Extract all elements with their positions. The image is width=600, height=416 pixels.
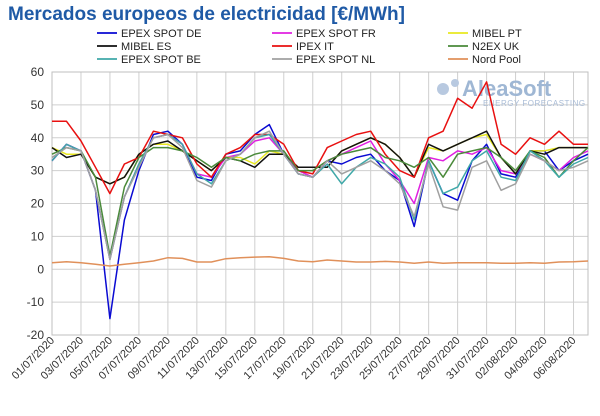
legend-label-epex-spot-de: EPEX SPOT DE xyxy=(121,28,202,40)
series-line-epex-spot-de xyxy=(51,123,589,320)
y-axis: -20 -10 0 10 20 30 40 50 60 xyxy=(27,65,45,342)
series-line-epex-spot-be xyxy=(51,133,589,261)
series-line-n2ex-uk xyxy=(51,146,589,257)
y-tick-label: 30 xyxy=(31,164,45,178)
series-line-ipex-it xyxy=(52,81,588,195)
legend-label-epex-spot-fr: EPEX SPOT FR xyxy=(296,28,376,40)
legend-label-epex-spot-be: EPEX SPOT BE xyxy=(121,54,201,66)
plot-area-border xyxy=(51,71,589,336)
y-tick-label: 20 xyxy=(31,197,45,211)
series-lines xyxy=(51,81,589,320)
y-tick-label: -10 xyxy=(27,295,45,309)
series-line-nord-pool xyxy=(51,256,589,267)
legend-label-ipex-it: IPEX IT xyxy=(296,41,334,53)
series-line-epex-spot-nl xyxy=(51,130,589,261)
logo-icon-dot xyxy=(451,79,459,87)
legend-label-mibel-es: MIBEL ES xyxy=(121,41,171,53)
gridlines xyxy=(51,71,589,336)
y-tick-label: 60 xyxy=(31,65,45,79)
y-tick-label: 0 xyxy=(37,262,44,276)
chart-title: Mercados europeos de electricidad [€/MWh… xyxy=(8,4,405,25)
legend-label-mibel-pt: MIBEL PT xyxy=(472,28,522,40)
watermark-brand: AleaSoft xyxy=(462,76,552,101)
legend-label-nord-pool: Nord Pool xyxy=(472,54,521,66)
series-line-epex-spot-fr xyxy=(51,133,589,261)
y-tick-label: 40 xyxy=(31,131,45,145)
legend: EPEX SPOT DE EPEX SPOT FR MIBEL PT MIBEL ES… xyxy=(97,28,522,66)
legend-label-epex-spot-nl: EPEX SPOT NL xyxy=(296,54,375,66)
y-tick-label: -20 xyxy=(27,328,45,342)
x-axis: 01/07/202003/07/202005/07/202007/07/2020… xyxy=(10,335,579,382)
series-line-mibel-pt xyxy=(51,133,588,185)
y-tick-label: 50 xyxy=(31,98,45,112)
aleasoft-watermark: AleaSoft ENERGY FORECASTING xyxy=(437,76,586,108)
logo-icon xyxy=(437,83,449,95)
y-tick-label: 10 xyxy=(31,229,45,243)
legend-label-n2ex-uk: N2EX UK xyxy=(472,41,520,53)
watermark-tagline: ENERGY FORECASTING xyxy=(483,99,586,108)
